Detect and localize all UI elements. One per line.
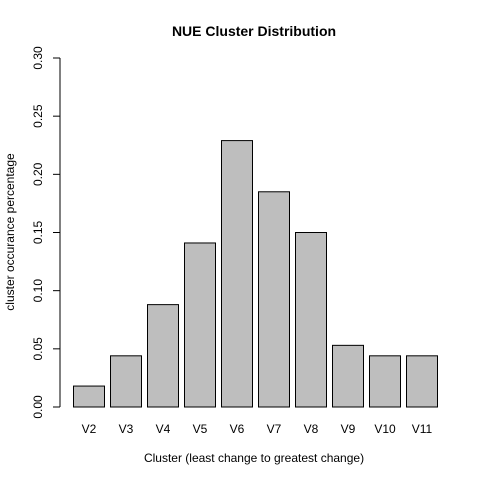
y-tick-label: 0.30 — [31, 46, 45, 70]
y-tick-label: 0.05 — [31, 337, 45, 361]
x-tick-label-v4: V4 — [156, 422, 171, 436]
y-tick-label: 0.00 — [31, 395, 45, 419]
x-tick-label-v2: V2 — [82, 422, 97, 436]
y-tick-label: 0.20 — [31, 162, 45, 186]
bars-group — [73, 140, 438, 408]
bar-v10 — [369, 355, 401, 408]
x-tick-label-v10: V10 — [374, 422, 396, 436]
x-tick-label-v11: V11 — [412, 422, 433, 436]
bar-v8 — [295, 232, 327, 408]
bar-v9 — [332, 344, 364, 408]
y-tick-label: 0.10 — [31, 279, 45, 303]
y-axis-label: cluster occurance percentage — [3, 153, 17, 311]
bar-v6 — [221, 140, 253, 408]
x-axis-label: Cluster (least change to greatest change… — [144, 451, 364, 465]
bar-v5 — [184, 242, 216, 408]
y-tick-label: 0.15 — [31, 220, 45, 244]
x-tick-label-v8: V8 — [304, 422, 319, 436]
bar-v11 — [406, 355, 438, 408]
x-tick-label-v3: V3 — [119, 422, 134, 436]
y-tick-label: 0.25 — [31, 104, 45, 128]
x-axis-tick-labels: V2 V3 V4 V5 V6 V7 V8 V9 V10 V11 — [82, 422, 433, 436]
x-tick-label-v9: V9 — [341, 422, 356, 436]
bar-v7 — [258, 191, 290, 408]
bar-v2 — [73, 385, 105, 408]
bar-v4 — [147, 304, 179, 408]
x-tick-label-v5: V5 — [193, 422, 208, 436]
x-tick-label-v7: V7 — [267, 422, 282, 436]
y-axis: 0.00 0.05 0.10 0.15 0.20 0.25 0.30 — [31, 46, 61, 419]
bar-v3 — [110, 355, 142, 408]
x-tick-label-v6: V6 — [230, 422, 245, 436]
chart-title: NUE Cluster Distribution — [172, 23, 336, 39]
